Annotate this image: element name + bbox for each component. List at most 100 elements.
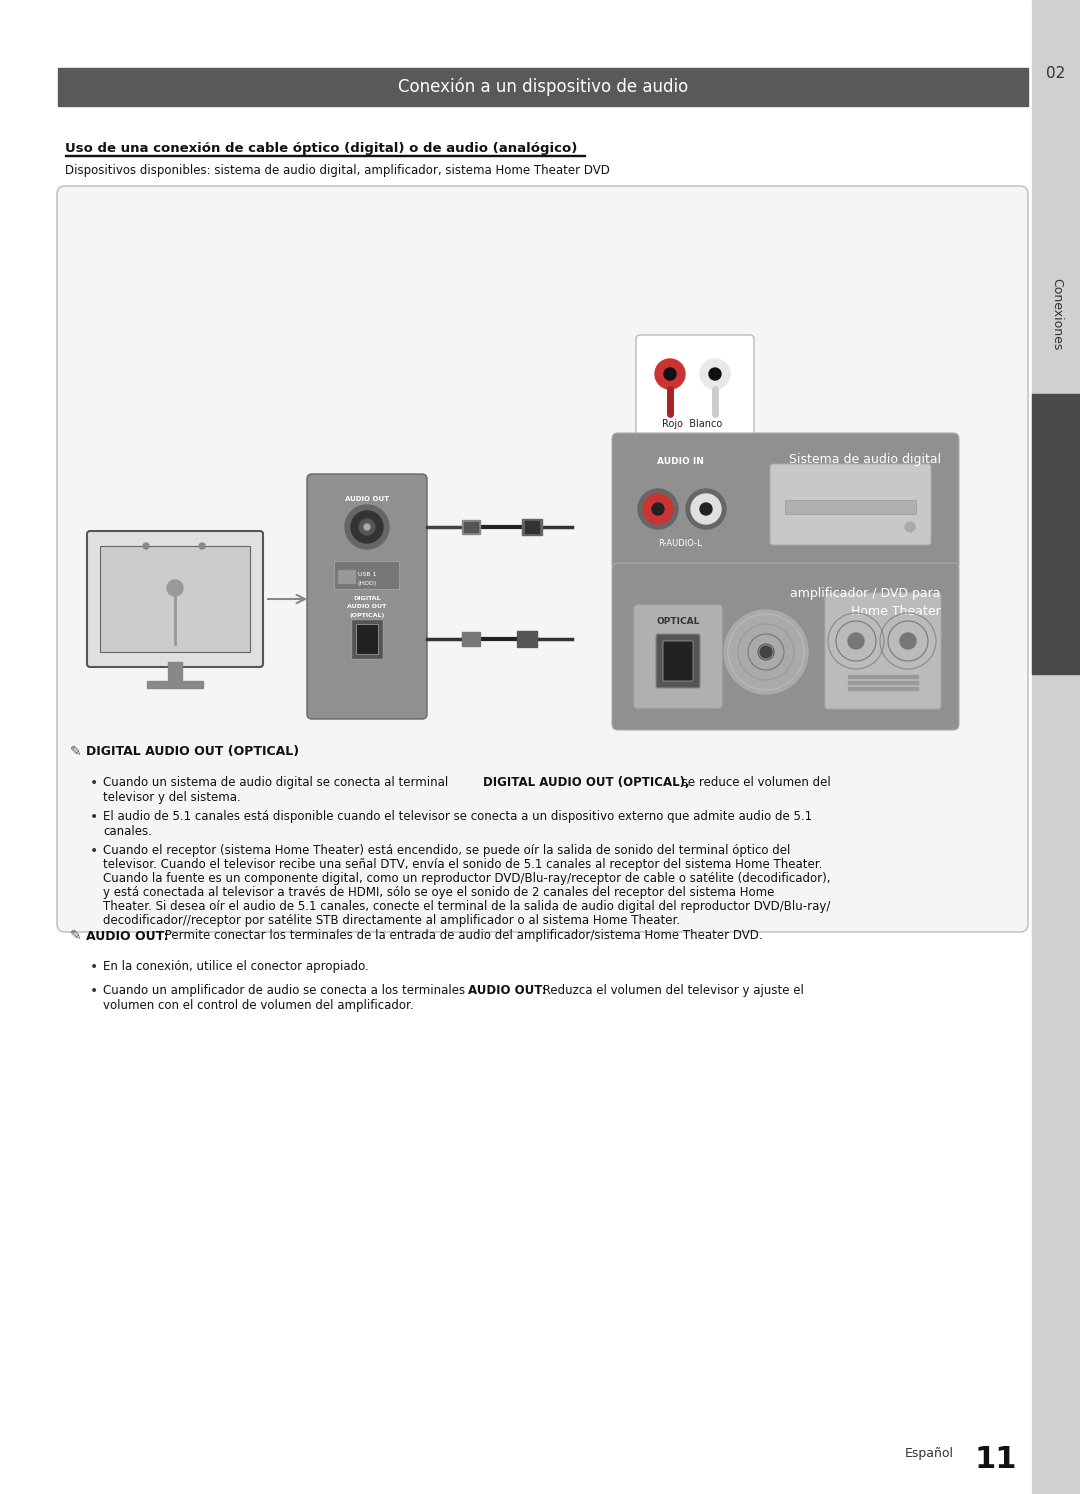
Circle shape (686, 489, 726, 529)
Text: (OPTICAL): (OPTICAL) (349, 613, 384, 617)
Text: •: • (90, 810, 98, 825)
Bar (522, 518, 542, 535)
Text: AUDIO OUT:: AUDIO OUT: (468, 985, 546, 996)
Text: El audio de 5.1 canales está disponible cuando el televisor se conecta a un disp: El audio de 5.1 canales está disponible … (103, 810, 812, 823)
Circle shape (848, 633, 864, 648)
FancyBboxPatch shape (612, 563, 959, 731)
Text: y está conectada al televisor a través de HDMI, sólo se oye el sonido de 2 canal: y está conectada al televisor a través d… (103, 886, 774, 899)
Circle shape (700, 503, 712, 515)
Text: •: • (90, 961, 98, 974)
Text: Español: Español (905, 1448, 954, 1461)
Text: Conexiones: Conexiones (1051, 278, 1064, 350)
FancyBboxPatch shape (87, 530, 264, 666)
Bar (168, 662, 183, 684)
Text: Permite conectar los terminales de la entrada de audio del amplificador/sistema : Permite conectar los terminales de la en… (161, 929, 762, 943)
Circle shape (724, 610, 808, 695)
FancyBboxPatch shape (307, 474, 427, 719)
Text: OPTICAL: OPTICAL (657, 617, 700, 626)
Bar (848, 675, 918, 678)
FancyBboxPatch shape (770, 465, 931, 545)
Circle shape (345, 505, 389, 548)
Circle shape (364, 524, 370, 530)
Bar (100, 545, 249, 651)
FancyBboxPatch shape (663, 641, 693, 681)
Text: volumen con el control de volumen del amplificador.: volumen con el control de volumen del am… (103, 999, 414, 1011)
Circle shape (905, 521, 915, 532)
Bar (785, 500, 916, 514)
Circle shape (359, 518, 375, 535)
Text: •: • (90, 844, 98, 858)
Text: Cuando el receptor (sistema Home Theater) está encendido, se puede oír la salida: Cuando el receptor (sistema Home Theater… (103, 844, 791, 858)
Text: En la conexión, utilice el conector apropiado.: En la conexión, utilice el conector apro… (103, 961, 368, 973)
Bar (334, 562, 399, 589)
Bar (1032, 0, 1080, 1494)
Text: Home Theater: Home Theater (851, 605, 941, 619)
Text: 11: 11 (975, 1445, 1017, 1473)
Bar (525, 521, 539, 533)
Bar (351, 619, 383, 659)
FancyBboxPatch shape (825, 593, 941, 710)
Text: Sistema de audio digital: Sistema de audio digital (788, 453, 941, 466)
Text: DIGITAL: DIGITAL (353, 596, 381, 602)
Text: Cuando la fuente es un componente digital, como un reproductor DVD/Blu-ray/recep: Cuando la fuente es un componente digita… (103, 872, 831, 884)
Bar (1032, 394, 1080, 674)
Text: decodificador//receptor por satélite STB directamente al amplificador o al siste: decodificador//receptor por satélite STB… (103, 914, 680, 926)
Text: Cuando un amplificador de audio se conecta a los terminales: Cuando un amplificador de audio se conec… (103, 985, 469, 996)
Text: televisor. Cuando el televisor recibe una señal DTV, envía el sonido de 5.1 cana: televisor. Cuando el televisor recibe un… (103, 858, 822, 871)
Bar (848, 681, 918, 684)
Text: DIGITAL AUDIO OUT (OPTICAL): DIGITAL AUDIO OUT (OPTICAL) (86, 746, 299, 759)
Circle shape (760, 645, 772, 657)
Bar (464, 521, 478, 532)
Text: Rojo  Blanco: Rojo Blanco (662, 418, 723, 429)
Text: amplificador / DVD para: amplificador / DVD para (791, 587, 941, 601)
Text: •: • (90, 985, 98, 998)
Bar (147, 681, 203, 689)
Circle shape (700, 359, 730, 388)
Circle shape (643, 495, 673, 524)
Text: ✎: ✎ (70, 929, 82, 943)
FancyBboxPatch shape (57, 185, 1028, 932)
Text: Cuando un sistema de audio digital se conecta al terminal: Cuando un sistema de audio digital se co… (103, 775, 453, 789)
Text: (HDD): (HDD) (357, 581, 377, 586)
Text: AUDIO OUT: AUDIO OUT (345, 496, 389, 502)
Text: se reduce el volumen del: se reduce el volumen del (678, 775, 831, 789)
Text: Reduzca el volumen del televisor y ajuste el: Reduzca el volumen del televisor y ajust… (539, 985, 804, 996)
Bar (848, 687, 918, 690)
Text: Theater. Si desea oír el audio de 5.1 canales, conecte el terminal de la salida : Theater. Si desea oír el audio de 5.1 ca… (103, 899, 831, 913)
FancyBboxPatch shape (612, 433, 959, 571)
Circle shape (691, 495, 721, 524)
Circle shape (652, 503, 664, 515)
Bar (462, 520, 480, 533)
FancyBboxPatch shape (634, 605, 723, 708)
Text: ✎: ✎ (70, 746, 82, 759)
Text: AUDIO IN: AUDIO IN (657, 457, 703, 466)
Text: AUDIO OUT: AUDIO OUT (348, 605, 387, 610)
Text: Dispositivos disponibles: sistema de audio digital, amplificador, sistema Home T: Dispositivos disponibles: sistema de aud… (65, 164, 610, 176)
Circle shape (199, 542, 205, 548)
Circle shape (351, 511, 383, 542)
Bar (58, 69, 1028, 106)
Circle shape (143, 542, 149, 548)
Circle shape (900, 633, 916, 648)
Circle shape (167, 580, 183, 596)
Circle shape (664, 368, 676, 379)
Bar (517, 630, 537, 647)
Circle shape (708, 368, 721, 379)
Text: DIGITAL AUDIO OUT (OPTICAL),: DIGITAL AUDIO OUT (OPTICAL), (483, 775, 690, 789)
Text: 02: 02 (1047, 67, 1066, 82)
Text: •: • (90, 775, 98, 790)
Bar (338, 571, 356, 584)
Bar (356, 624, 378, 654)
FancyBboxPatch shape (636, 335, 754, 438)
Text: Uso de una conexión de cable óptico (digital) o de audio (analógico): Uso de una conexión de cable óptico (dig… (65, 142, 578, 155)
Text: USB 1: USB 1 (357, 572, 376, 577)
Text: canales.: canales. (103, 825, 152, 838)
Text: R-AUDIO-L: R-AUDIO-L (658, 539, 702, 548)
Text: Conexión a un dispositivo de audio: Conexión a un dispositivo de audio (397, 78, 688, 96)
Text: AUDIO OUT:: AUDIO OUT: (86, 929, 168, 943)
Circle shape (654, 359, 685, 388)
Bar (462, 632, 480, 645)
Text: televisor y del sistema.: televisor y del sistema. (103, 790, 241, 804)
Circle shape (638, 489, 678, 529)
FancyBboxPatch shape (656, 633, 700, 689)
